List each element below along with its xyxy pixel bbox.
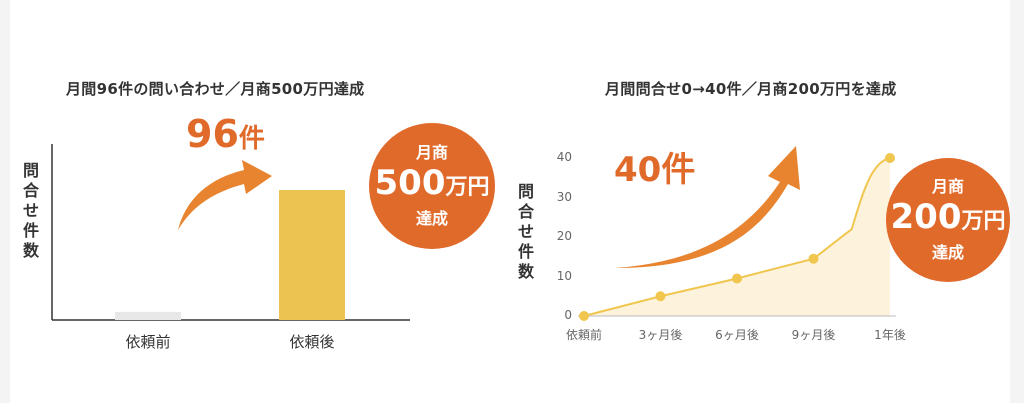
left-chart-title: 月間96件の問い合わせ／月商500万円達成 (66, 80, 365, 98)
left-callout: 96件 (186, 112, 265, 156)
point-1年後 (885, 153, 895, 163)
y-tick-label: 10 (556, 268, 572, 283)
x-tick-label: 9ヶ月後 (791, 328, 836, 342)
y-tick-label: 20 (556, 229, 572, 243)
bar-依頼前 (115, 311, 181, 320)
right-badge-line1: 月商 (931, 177, 964, 196)
left-x-label-after: 依頼後 (289, 333, 335, 351)
series-line (583, 157, 891, 317)
right-arrow-shape (615, 146, 800, 268)
point-9ヶ月後 (808, 253, 819, 264)
left-callout-number: 96 (186, 112, 239, 156)
left-badge-line3: 達成 (415, 209, 448, 228)
left-badge-amount-number: 500 (374, 163, 446, 203)
y-tick-label: 30 (556, 189, 572, 204)
point-3ヶ月後 (655, 291, 666, 302)
right-badge-amount-number: 200 (890, 197, 962, 237)
bar-依頼後 (279, 190, 345, 320)
left-badge-amount-unit: 万円 (445, 175, 490, 200)
right-callout: 40件 (614, 150, 696, 190)
area-fill (584, 158, 890, 316)
right-badge: 月商 200万円 達成 (886, 158, 1010, 282)
left-badge: 月商 500万円 達成 (369, 123, 495, 249)
right-y-axis-label: 問合せ件数 (517, 182, 534, 281)
right-badge-amount: 200万円 (891, 197, 1006, 243)
left-callout-unit: 件 (238, 124, 265, 154)
point-依頼前 (579, 311, 589, 321)
left-badge-amount: 500万円 (375, 163, 490, 209)
right-badge-amount-unit: 万円 (961, 209, 1006, 234)
x-tick-label: 1年後 (874, 328, 906, 342)
panel (10, 0, 1010, 403)
left-badge-line1: 月商 (415, 143, 448, 162)
right-badge-line3: 達成 (931, 243, 964, 262)
right-chart-title: 月間問合せ0→40件／月商200万円を達成 (605, 80, 897, 98)
left-y-axis-label: 問合せ件数 (22, 161, 39, 260)
x-tick-label: 依頼前 (565, 328, 603, 342)
x-tick-label: 6ヶ月後 (715, 328, 759, 342)
y-tick-label: 40 (556, 150, 572, 164)
x-tick-label: 3ヶ月後 (638, 328, 683, 342)
left-arrow-shape (178, 160, 272, 230)
left-x-label-before: 依頼前 (125, 333, 171, 351)
point-6ヶ月後 (732, 273, 742, 284)
y-tick-label: 0 (564, 308, 572, 322)
